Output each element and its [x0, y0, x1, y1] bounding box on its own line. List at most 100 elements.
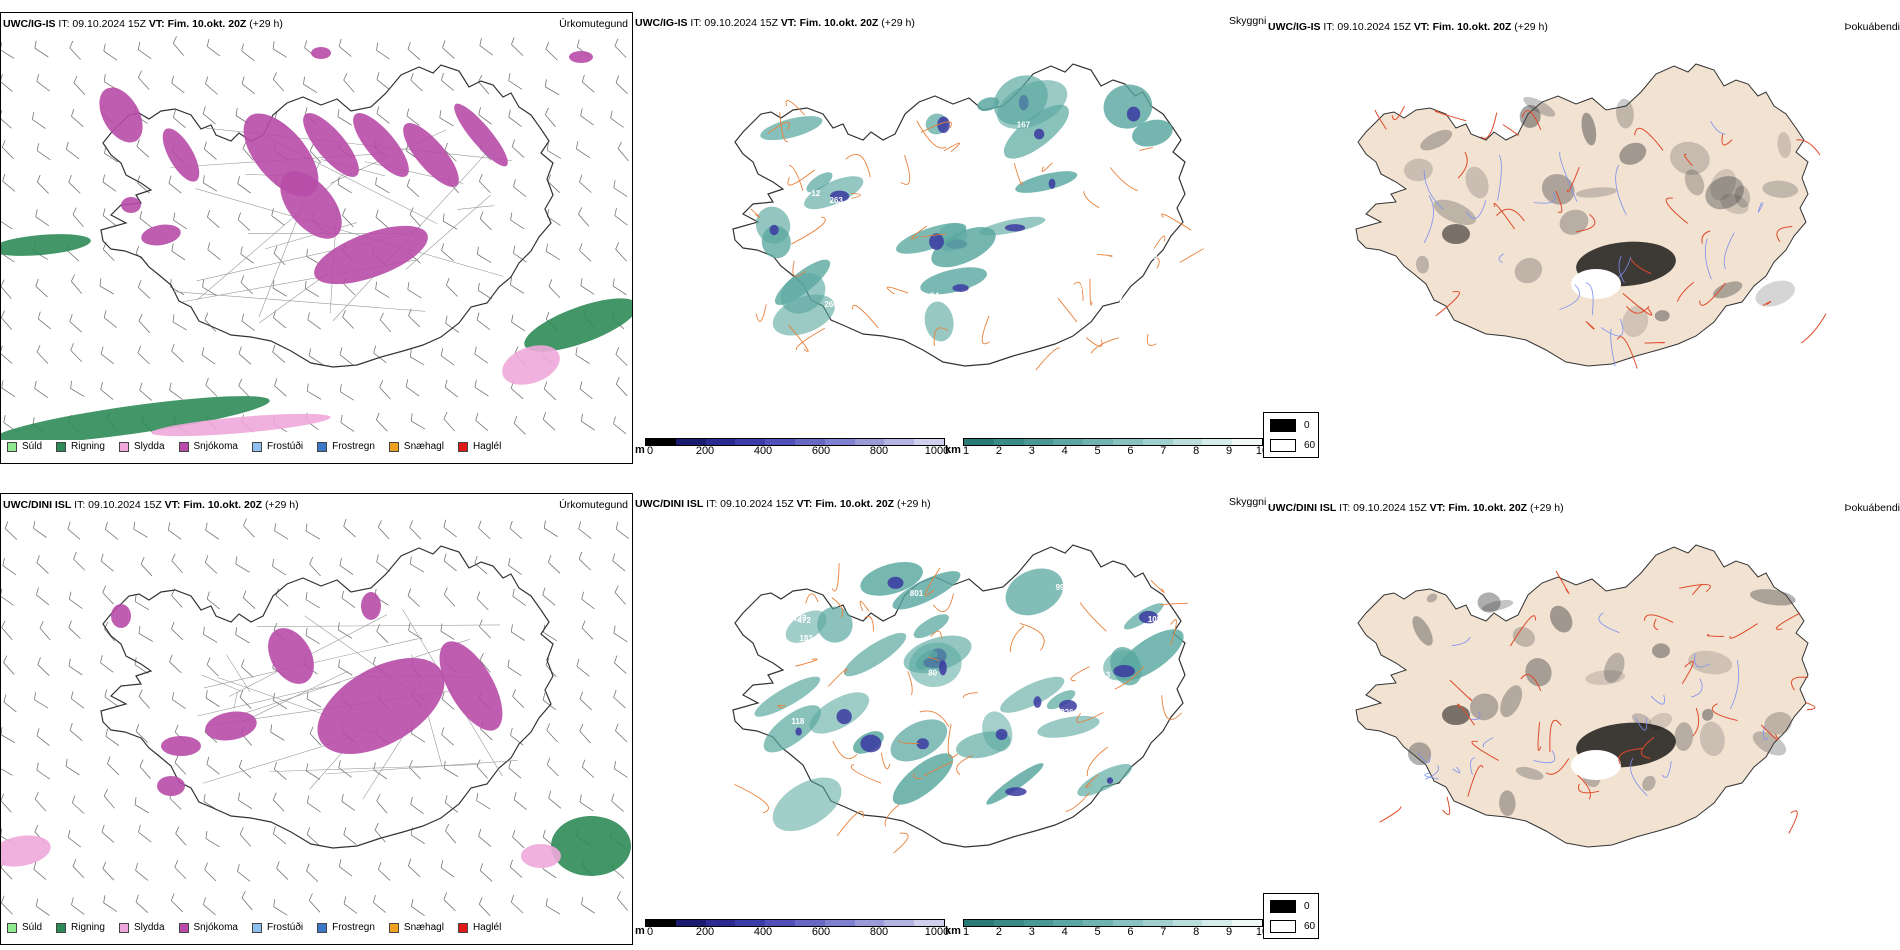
wind-barb: [441, 243, 455, 262]
fog-shading: [1669, 141, 1710, 175]
wind-barb: [508, 109, 522, 127]
wind-barb: [476, 246, 492, 263]
wind-barb: [379, 312, 392, 333]
wind-barb: [373, 762, 388, 780]
fog-shading: [1654, 310, 1670, 322]
panel-type-label: Úrkomutegund: [559, 18, 628, 30]
wind-barb: [68, 175, 81, 194]
colorbar-cell: [993, 920, 1024, 926]
ceiling-value-label: 801: [910, 589, 924, 598]
wind-barb: [376, 106, 390, 124]
iceland-outline: 263 106 207 260 865 188 573 167 202 94 83 217 131 169…: [732, 63, 1204, 371]
wind-barb: [409, 556, 425, 573]
wind-barb: [513, 415, 526, 435]
wind-barb: [545, 41, 558, 61]
colorbar-cell: [1083, 439, 1113, 445]
legend-swatch: [118, 441, 129, 452]
panel-title: UWC/IG-IS IT: 09.10.2024 15Z VT: Fim. 10…: [635, 17, 915, 29]
wind-barb: [65, 758, 80, 776]
wind-barb: [34, 692, 49, 709]
wind-barb: [444, 795, 459, 813]
colorbar-cell: [884, 439, 915, 445]
wind-barb: [410, 413, 426, 430]
wind-barb: [542, 412, 556, 431]
wind-barb: [138, 625, 154, 642]
ceiling-unit: m: [635, 444, 645, 456]
wind-barb: [478, 74, 490, 95]
wind-barb: [171, 553, 183, 573]
wind-barb: [478, 174, 491, 194]
wind-barb: [476, 793, 491, 810]
wind-barb: [69, 722, 83, 741]
fog-map: [1355, 544, 1816, 848]
ceiling-value-label: 537: [1131, 631, 1145, 640]
iceland-outline: [1355, 63, 1827, 369]
colorbar-cell: [675, 920, 706, 926]
wind-barb: [273, 761, 287, 781]
wind-barb: [304, 280, 320, 298]
fog-shading: [1477, 592, 1501, 613]
snow-area: [303, 113, 359, 177]
wind-barb: [613, 416, 627, 435]
wind-barb: [102, 242, 115, 262]
legend-item-sudl: Súld: [7, 441, 42, 452]
wind-barb: [238, 346, 252, 365]
wind-barb: [171, 621, 184, 641]
legend-item-frostregn: Frostregn: [317, 922, 375, 933]
wind-barb: [135, 862, 149, 881]
wind-barb: [578, 551, 591, 571]
wind-barb: [1, 310, 13, 330]
wind-barb: [33, 520, 47, 538]
ceiling-value-label: 573: [1069, 98, 1083, 107]
wind-barb: [36, 174, 49, 194]
wind-barb: [202, 279, 217, 296]
wind-barb: [343, 896, 358, 914]
wind-barb: [613, 761, 628, 778]
legend-swatch: [388, 441, 399, 452]
wind-barb: [513, 179, 527, 198]
fog-shading: [1541, 174, 1575, 205]
wind-barb: [1, 793, 12, 813]
wind-barb: [235, 556, 250, 573]
wind-barb: [616, 891, 628, 911]
fog-shading: [1465, 166, 1489, 199]
low-ceiling-area: [916, 738, 929, 750]
wind-barb: [35, 278, 48, 298]
wind-barb: [71, 108, 84, 128]
ceiling-value-label: 156: [835, 682, 849, 691]
wind-barb: [444, 379, 459, 398]
legend-swatch: [7, 922, 17, 933]
wind-barb: [273, 246, 286, 266]
snow-area: [157, 776, 185, 796]
snow-area: [205, 711, 257, 741]
low-visibility-area: [1077, 763, 1132, 797]
wind-barb: [206, 591, 220, 610]
wind-barb: [237, 176, 251, 194]
wind-barb: [103, 43, 118, 61]
colorbar-tick-label: 2: [995, 926, 1002, 938]
wind-barb: [477, 282, 492, 300]
wind-barb: [272, 558, 287, 576]
ceiling-labels: 263 106 207 260 865 188 573 167 202 94 83 217 131 169…: [811, 98, 1173, 314]
wind-barb: [102, 585, 114, 605]
wind-barb: [271, 208, 285, 226]
wind-barb: [243, 518, 255, 538]
fog-shading: [1559, 209, 1589, 235]
wind-barb: [617, 141, 629, 162]
wind-barb: [306, 691, 322, 708]
wind-barb: [138, 689, 150, 709]
snow-area: [353, 113, 409, 177]
wind-barb: [31, 111, 46, 129]
wind-barb: [513, 792, 527, 810]
wind-barb: [275, 588, 289, 607]
fog-shading: [1549, 605, 1573, 633]
colorbar-tick-label: 0: [647, 445, 654, 457]
colorbar-cell: [675, 439, 706, 445]
panel-type-label: Skyggni: [1229, 15, 1267, 27]
iceland-outline: [99, 47, 593, 368]
ceiling-value-label: 266: [802, 745, 816, 754]
colorbar-cell: [1232, 920, 1262, 926]
wind-barb: [375, 412, 388, 432]
fog-clear-area: [1571, 750, 1621, 780]
wind-barb: [170, 893, 183, 913]
